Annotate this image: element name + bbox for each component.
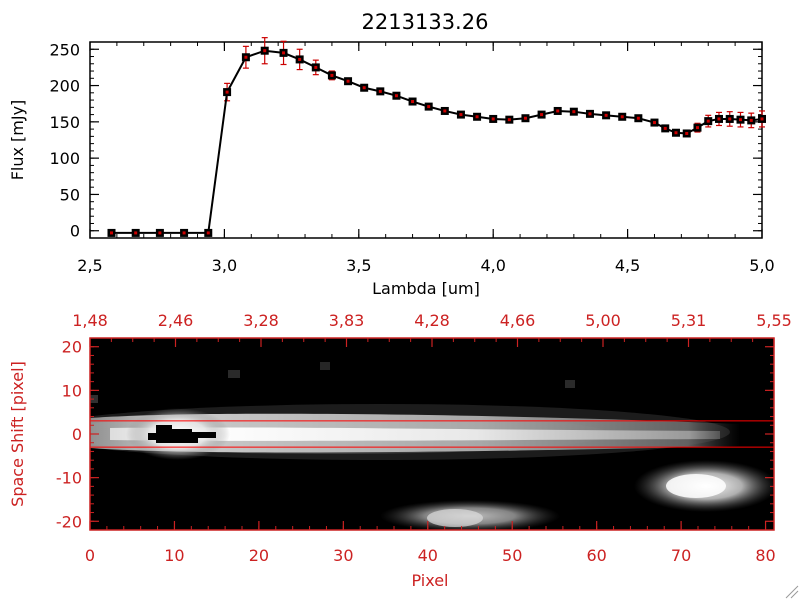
bottom-y-tick-label: 20 bbox=[62, 338, 82, 357]
chart-title: 2213133.26 bbox=[362, 10, 489, 34]
flux-point-center bbox=[225, 90, 229, 94]
bottom-y-tick-label: -10 bbox=[56, 469, 82, 488]
top-y-tick-label: 150 bbox=[49, 113, 80, 132]
top-x-tick-label: 2,5 bbox=[77, 256, 102, 275]
flux-point-center bbox=[620, 115, 624, 119]
flux-series-markers bbox=[107, 46, 766, 237]
flux-point-center bbox=[411, 100, 415, 104]
flux-point-center bbox=[491, 117, 495, 121]
flux-point-center bbox=[604, 113, 608, 117]
top-plot-frame bbox=[89, 41, 763, 239]
saturated-pixels bbox=[148, 425, 216, 443]
flux-point-center bbox=[206, 231, 210, 235]
top-x-tick-label: 4,5 bbox=[615, 256, 640, 275]
flux-point-center bbox=[263, 49, 267, 53]
bottom-x-tick-label: 40 bbox=[418, 546, 438, 565]
top-x-ticks bbox=[89, 42, 763, 238]
top-y-tick-label: 250 bbox=[49, 40, 80, 59]
top-x-axis-label: Lambda [um] bbox=[372, 279, 480, 298]
flux-point-center bbox=[738, 118, 742, 122]
flux-point-center bbox=[760, 117, 764, 121]
bottom-y-tick-label: 0 bbox=[72, 425, 82, 444]
top-x-tick-label: 4,0 bbox=[480, 256, 505, 275]
wavelength-tick-label: 2,46 bbox=[158, 311, 194, 330]
bottom-x-tick-label: 80 bbox=[755, 546, 775, 565]
flux-point-center bbox=[636, 116, 640, 120]
flux-point-center bbox=[298, 57, 302, 61]
flux-point-center bbox=[134, 231, 138, 235]
wavelength-tick-label: 5,00 bbox=[585, 311, 621, 330]
flux-point-center bbox=[378, 89, 382, 93]
bottom-axis-ticks bbox=[89, 338, 775, 530]
flux-point-center bbox=[314, 65, 318, 69]
wavelength-tick-label: 3,28 bbox=[243, 311, 279, 330]
wavelength-tick-label: 4,28 bbox=[414, 311, 450, 330]
bottom-x-axis-label: Pixel bbox=[411, 571, 448, 590]
flux-point-center bbox=[394, 94, 398, 98]
flux-point-center bbox=[110, 231, 114, 235]
bottom-x-tick-label: 0 bbox=[85, 546, 95, 565]
flux-point-center bbox=[427, 105, 431, 109]
flux-point-center bbox=[475, 115, 479, 119]
top-plot-area bbox=[89, 37, 766, 239]
resize-grip-icon[interactable] bbox=[785, 585, 799, 599]
main-trace-core bbox=[110, 427, 720, 441]
flux-point-center bbox=[330, 73, 334, 77]
flux-point-center bbox=[362, 86, 366, 90]
bottom-y-tick-label: 10 bbox=[62, 381, 82, 400]
top-y-axis-label: Flux [mJy] bbox=[8, 100, 27, 181]
flux-point-center bbox=[749, 118, 753, 122]
wavelength-top-tick-labels: 1,48 2,46 3,28 3,83 4,28 4,66 5,00 5,31 5,55 bbox=[72, 311, 792, 330]
bottom-x-tick-label: 60 bbox=[586, 546, 606, 565]
bottom-y-axis-label: Space Shift [pixel] bbox=[8, 361, 27, 507]
bottom-x-tick-label: 10 bbox=[164, 546, 184, 565]
flux-point-center bbox=[244, 55, 248, 59]
wavelength-tick-label: 5,55 bbox=[756, 311, 792, 330]
wavelength-tick-label: 5,31 bbox=[671, 311, 707, 330]
bottom-x-tick-label: 70 bbox=[671, 546, 691, 565]
bottom-x-tick-labels: 0 10 20 30 40 50 60 70 80 bbox=[85, 546, 776, 565]
flux-point-center bbox=[282, 51, 286, 55]
top-y-tick-label: 200 bbox=[49, 77, 80, 96]
bottom-y-tick-labels: -20 -10 0 10 20 bbox=[56, 338, 82, 532]
flux-point-center bbox=[588, 112, 592, 116]
flux-point-center bbox=[158, 231, 162, 235]
top-x-tick-label: 3,0 bbox=[212, 256, 237, 275]
flux-point-center bbox=[182, 231, 186, 235]
bottom-x-tick-label: 20 bbox=[249, 546, 269, 565]
bottom-x-tick-label: 50 bbox=[502, 546, 522, 565]
top-y-ticks bbox=[90, 48, 762, 232]
top-x-tick-label: 3,5 bbox=[346, 256, 371, 275]
wavelength-tick-label: 3,83 bbox=[329, 311, 365, 330]
top-x-tick-labels: 2,5 3,0 3,5 4,0 4,5 5,0 bbox=[77, 256, 774, 275]
flux-point-center bbox=[685, 131, 689, 135]
top-y-tick-labels: 0 50 100 150 200 250 bbox=[49, 40, 80, 240]
flux-point-center bbox=[507, 118, 511, 122]
top-y-tick-label: 0 bbox=[70, 222, 80, 241]
flux-point-center bbox=[443, 109, 447, 113]
flux-point-center bbox=[706, 119, 710, 123]
bottom-x-tick-label: 30 bbox=[333, 546, 353, 565]
flux-point-center bbox=[663, 126, 667, 130]
flux-point-center bbox=[728, 117, 732, 121]
flux-point-center bbox=[652, 121, 656, 125]
top-y-tick-label: 100 bbox=[49, 149, 80, 168]
flux-point-center bbox=[717, 117, 721, 121]
flux-point-center bbox=[523, 116, 527, 120]
flux-series-line bbox=[111, 49, 763, 234]
bottom-y-tick-label: -20 bbox=[56, 512, 82, 531]
top-x-tick-label: 5,0 bbox=[749, 256, 774, 275]
flux-point-center bbox=[459, 113, 463, 117]
flux-point-center bbox=[695, 126, 699, 130]
spectral-image bbox=[90, 338, 774, 530]
top-y-tick-label: 50 bbox=[60, 185, 80, 204]
flux-point-center bbox=[346, 79, 350, 83]
wavelength-tick-label: 4,66 bbox=[500, 311, 536, 330]
flux-point-center bbox=[556, 109, 560, 113]
wavelength-tick-label: 1,48 bbox=[72, 311, 108, 330]
flux-point-center bbox=[674, 131, 678, 135]
flux-point-center bbox=[572, 110, 576, 114]
flux-point-center bbox=[540, 113, 544, 117]
